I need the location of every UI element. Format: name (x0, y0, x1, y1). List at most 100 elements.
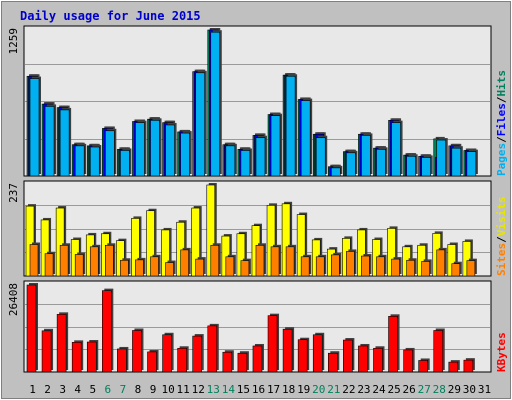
bar-kbytes (117, 348, 127, 373)
day-label: 27 (418, 383, 431, 396)
bar-sites (135, 259, 144, 277)
bar-pages (165, 124, 175, 177)
day-label: 14 (222, 383, 236, 396)
bar-sites (105, 244, 114, 277)
day-label: 3 (59, 383, 66, 396)
bar-kbytes (147, 351, 157, 373)
bar-sites (330, 254, 340, 277)
day-label: 20 (312, 383, 325, 396)
bar-pages (406, 155, 416, 177)
legend-item: Pages (495, 143, 508, 176)
bar-pages (330, 167, 341, 177)
day-label: 6 (105, 383, 112, 396)
bar-pages (59, 109, 70, 177)
bar-kbytes (192, 335, 203, 373)
day-label: 30 (463, 383, 476, 396)
day-label: 24 (372, 383, 386, 396)
bar-pages (451, 147, 462, 177)
bar-pages (195, 72, 206, 177)
bar-sites (195, 258, 205, 277)
bar-sites (89, 246, 99, 277)
bar-sites (391, 258, 400, 277)
bar-kbytes (282, 328, 293, 373)
bar-kbytes (388, 316, 398, 373)
bar-sites (346, 251, 355, 277)
bar-pages (466, 151, 477, 177)
legend-2: Sites/Visits (495, 197, 508, 277)
bar-kbytes (403, 349, 413, 373)
day-label: 26 (403, 383, 416, 396)
bar-pages (436, 139, 447, 177)
bar-pages (421, 157, 431, 177)
day-label: 19 (297, 383, 310, 396)
bar-kbytes (177, 347, 187, 373)
bar-pages (346, 152, 356, 177)
bar-kbytes (26, 284, 37, 373)
bar-kbytes (102, 290, 112, 373)
bar-kbytes (312, 334, 323, 373)
bar-sites (74, 254, 84, 277)
bar-sites (59, 244, 69, 277)
y-max-label-2: 237 (7, 183, 20, 203)
bar-sites (406, 259, 415, 277)
day-label: 7 (120, 383, 127, 396)
bar-pages (105, 130, 115, 177)
bar-sites (421, 261, 430, 277)
bar-pages (300, 100, 311, 177)
bars (25, 28, 478, 373)
bar-kbytes (132, 330, 142, 373)
bar-kbytes (358, 345, 368, 373)
bar-kbytes (207, 325, 218, 373)
bar-pages (74, 145, 85, 177)
day-label: 16 (252, 383, 265, 396)
legend-item: / (495, 236, 508, 243)
day-label: 29 (448, 383, 461, 396)
bar-sites (240, 260, 250, 277)
day-label: 8 (135, 383, 142, 396)
day-label: 4 (74, 383, 81, 396)
bar-sites (270, 246, 280, 277)
bar-kbytes (463, 359, 474, 373)
day-label: 10 (161, 383, 174, 396)
bar-sites (255, 244, 265, 277)
bar-pages (391, 122, 401, 177)
bar-sites (120, 259, 129, 277)
bar-sites (285, 246, 295, 277)
bar-pages (89, 146, 100, 177)
bar-sites (315, 256, 325, 277)
bar-pages (225, 145, 236, 177)
legend-item: / (495, 96, 508, 103)
bar-kbytes (418, 360, 428, 373)
bar-kbytes (86, 341, 97, 373)
day-labels: 1 2 3 4 5 6 7 8 9 10 11 12 13 14 15 16 17 18 19 20 21 22 23 24 2… (29, 383, 491, 396)
day-label: 23 (357, 383, 370, 396)
bar-sites (376, 256, 385, 277)
day-label: 15 (237, 383, 250, 396)
bar-pages (135, 122, 145, 177)
day-label: 9 (150, 383, 157, 396)
bar-sites (436, 249, 446, 277)
legend-3: KBytes (495, 332, 508, 372)
bar-kbytes (267, 315, 278, 373)
bar-kbytes (56, 314, 67, 373)
day-label: 31 (478, 383, 491, 396)
bar-pages (270, 115, 281, 177)
bar-pages (361, 135, 371, 177)
bar-pages (120, 150, 130, 177)
legend-item: Files (495, 103, 508, 136)
day-label: 5 (89, 383, 96, 396)
bar-kbytes (343, 339, 353, 373)
y-axis-labels: 1259 237 26408 (7, 28, 20, 316)
legend-item: Sites (495, 243, 508, 276)
bar-kbytes (252, 345, 263, 373)
day-label: 13 (207, 383, 220, 396)
bar-pages (180, 132, 190, 177)
bar-pages (315, 137, 326, 177)
legend-item: / (495, 136, 508, 143)
day-label: 25 (387, 383, 400, 396)
bar-kbytes (373, 347, 383, 373)
day-label: 22 (342, 383, 355, 396)
day-label: 18 (282, 383, 295, 396)
bar-kbytes (327, 352, 338, 373)
